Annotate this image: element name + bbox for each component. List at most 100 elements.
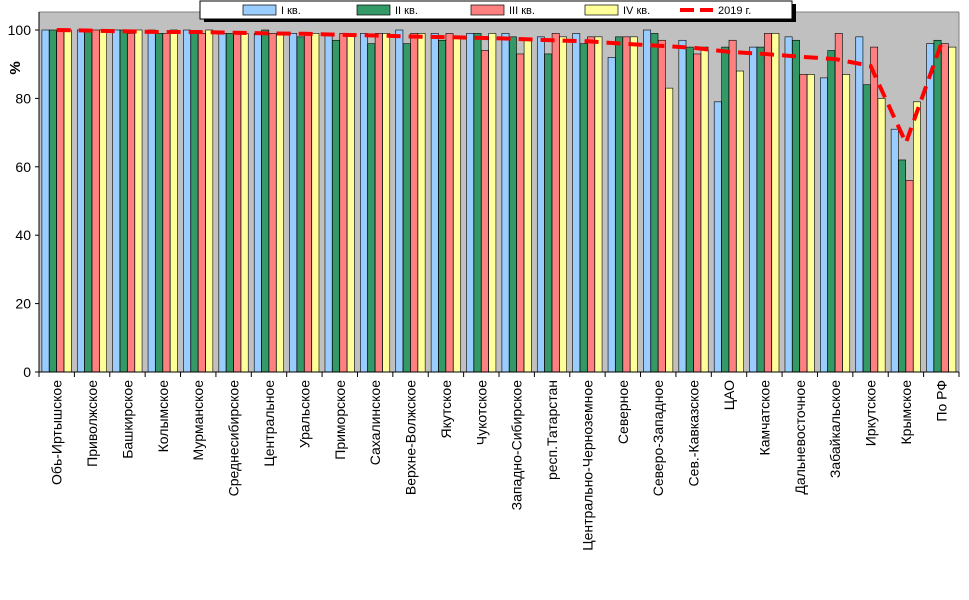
- category-label: Северное: [615, 380, 631, 444]
- bar-s1-c5: [183, 29, 191, 373]
- bar-s4-c8: [311, 33, 320, 373]
- bar-s3-c9: [339, 33, 348, 373]
- category-label: Западно-Сибирское: [509, 380, 525, 511]
- bar-s4-c9: [346, 33, 355, 373]
- category-label: Дальневосточное: [792, 380, 808, 495]
- bar-s2-c17: [615, 36, 623, 373]
- bar-s2-c12: [438, 39, 447, 373]
- bar-s2-c24: [862, 84, 871, 373]
- legend-swatch: [584, 4, 619, 16]
- legend-label: I кв.: [281, 5, 301, 17]
- y-tick-label: 80: [15, 90, 31, 106]
- category-label: Центрально-Черноземное: [579, 380, 595, 551]
- bar-s1-c11: [395, 29, 404, 373]
- bar-s2-c13: [473, 33, 482, 373]
- bar-s4-c11: [417, 33, 426, 373]
- bar-s4-c23: [842, 74, 851, 373]
- category-label: Уральское: [296, 380, 312, 448]
- y-tick-label: 20: [15, 296, 31, 312]
- category-label: Мурманское: [190, 380, 206, 461]
- bar-s2-c7: [261, 29, 270, 373]
- category-label: ЦАО: [721, 380, 737, 410]
- bar-s3-c13: [481, 50, 489, 373]
- bar-s4-c22: [806, 74, 815, 373]
- category-label: Башкирское: [119, 380, 135, 459]
- bar-s4-c24: [877, 98, 886, 373]
- bar-s4-c2: [99, 29, 107, 373]
- category-label: Якутское: [438, 380, 454, 439]
- bar-s2-c22: [792, 39, 800, 373]
- bar-s4-c15: [559, 36, 567, 373]
- category-label: респ.Татарстан: [544, 380, 560, 480]
- bar-s4-c17: [629, 36, 638, 373]
- bar-s2-c5: [190, 33, 199, 373]
- category-label: Среднесибирское: [226, 380, 242, 497]
- bar-s2-c19: [685, 46, 694, 373]
- bar-s3-c22: [799, 74, 808, 373]
- bar-s3-c16: [587, 36, 595, 373]
- category-label: Северо-Западное: [650, 380, 666, 496]
- category-label: Сахалинское: [367, 380, 383, 465]
- bar-s1-c9: [324, 33, 333, 373]
- category-label: Сев.-Кавказское: [686, 380, 702, 487]
- bar-s3-c21: [764, 33, 772, 373]
- bar-s1-c3: [112, 29, 121, 373]
- bar-s4-c13: [488, 33, 497, 373]
- bar-s3-c11: [410, 33, 419, 373]
- bar-s1-c1: [41, 29, 50, 373]
- category-label: Приволжское: [84, 380, 100, 467]
- bar-s4-c19: [700, 46, 709, 373]
- bar-s4-c5: [205, 29, 214, 373]
- bar-s3-c7: [268, 33, 277, 373]
- bar-s3-c12: [445, 33, 454, 373]
- series-line-2019: [56, 28, 944, 149]
- bar-s3-c5: [197, 33, 206, 373]
- category-label: Колымское: [155, 380, 171, 453]
- bar-s4-c3: [134, 29, 143, 373]
- bar-s3-c10: [374, 33, 383, 373]
- y-axis-unit: %: [7, 61, 24, 74]
- bar-s4-c25: [913, 101, 921, 373]
- category-label: Иркутское: [863, 380, 879, 446]
- bar-s4-c18: [665, 87, 674, 373]
- bar-s4-c7: [276, 33, 284, 373]
- bar-s2-c4: [155, 33, 163, 373]
- bar-s2-c16: [579, 43, 588, 373]
- bar-s1-c23: [820, 77, 828, 373]
- bar-s4-c20: [736, 70, 744, 373]
- bar-s3-c3: [127, 33, 135, 373]
- category-label: Обь-Иртышское: [49, 380, 65, 485]
- bar-s3-c24: [870, 46, 879, 373]
- bar-s2-c10: [367, 43, 376, 373]
- bar-s1-c13: [466, 33, 475, 373]
- bar-s1-c21: [749, 46, 758, 373]
- category-label: По РФ: [933, 380, 949, 422]
- bar-s2-c2: [84, 29, 93, 373]
- bar-s2-c20: [721, 46, 730, 373]
- category-label: Верхне-Волжское: [403, 380, 419, 495]
- bar-s1-c12: [430, 33, 439, 373]
- bar-s3-c18: [657, 39, 666, 373]
- bar-s1-c17: [607, 57, 616, 373]
- bar-s2-c15: [544, 53, 553, 373]
- legend-swatch: [356, 4, 391, 16]
- bar-s2-c23: [827, 50, 836, 373]
- bar-s1-c24: [855, 36, 864, 373]
- bar-s3-c26: [941, 43, 949, 373]
- bar-s4-c12: [453, 36, 461, 373]
- bar-s2-c14: [508, 36, 517, 373]
- bar-s1-c14: [501, 33, 510, 373]
- legend-label: IV кв.: [623, 5, 650, 17]
- legend: I кв. II кв. III кв. IV кв. 2019 г.: [199, 0, 796, 22]
- bar-s3-c6: [233, 33, 242, 373]
- y-tick-label: 100: [8, 22, 32, 38]
- category-label: Чукотское: [473, 380, 489, 445]
- bar-s2-c11: [402, 43, 411, 373]
- category-label: Приморское: [332, 380, 348, 460]
- bar-s4-c21: [771, 33, 780, 373]
- bar-s2-c6: [225, 33, 234, 373]
- bar-s2-c9: [332, 39, 340, 373]
- bar-s4-c26: [948, 46, 957, 373]
- bar-s3-c20: [728, 39, 737, 373]
